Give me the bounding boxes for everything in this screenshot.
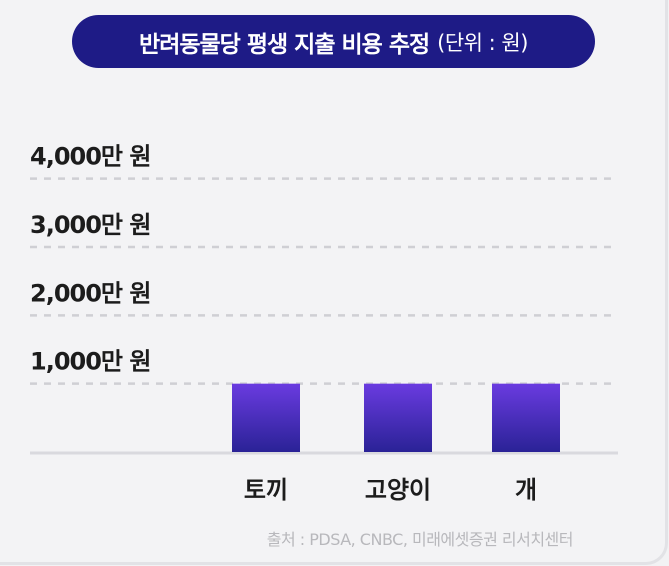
y-tick-label: 4,000만 원 xyxy=(30,143,150,171)
bar-3 xyxy=(492,383,560,452)
title-banner: 반려동물당 평생 지출 비용 추정 (단위 : 원) xyxy=(72,15,595,68)
chart-unit: (단위 : 원) xyxy=(437,30,528,55)
bar-2 xyxy=(364,383,432,452)
category-label: 개 xyxy=(515,476,537,504)
category-label: 고양이 xyxy=(365,476,431,504)
y-tick-label: 1,000만 원 xyxy=(30,348,150,376)
chart-title: 반려동물당 평생 지출 비용 추정 xyxy=(139,31,430,58)
source-note: 출처 : PDSA, CNBC, 미래에셋증권 리서치센터 xyxy=(266,530,574,549)
bar-1 xyxy=(232,383,300,452)
y-tick-label: 3,000만 원 xyxy=(30,211,150,239)
y-tick-label: 2,000만 원 xyxy=(30,279,150,307)
category-label: 토끼 xyxy=(244,476,288,504)
